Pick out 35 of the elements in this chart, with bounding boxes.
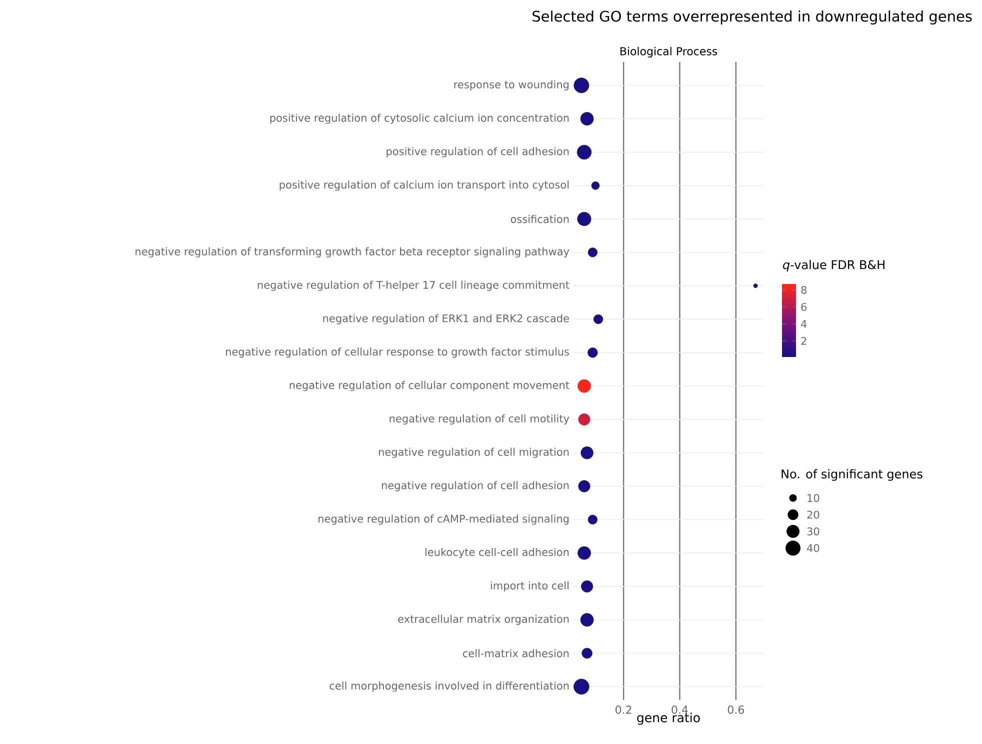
y-tick-label: positive regulation of cytosolic calcium ion concentration <box>270 114 569 124</box>
color-bar-label: 4 <box>800 320 807 328</box>
y-tick-label: negative regulation of transforming growth factor beta receptor signaling pathway <box>136 247 570 258</box>
y-tick-label: negative regulation of cAMP-mediated signaling <box>318 514 569 525</box>
color-bar-title: q-value FDR B&H <box>783 260 884 272</box>
y-tick-label: negative regulation of ERK1 and ERK2 cascade <box>323 314 569 324</box>
y-tick-label: cell-matrix adhesion <box>462 649 569 658</box>
y-tick-label: positive regulation of cell adhesion <box>386 147 569 158</box>
y-tick-label: negative regulation of cellular response to growth factor stimulus <box>226 348 569 358</box>
color-bar-label: 2 <box>801 336 806 345</box>
y-tick-label: ossification <box>510 214 569 224</box>
legend-title: No. of significant genes <box>782 469 922 481</box>
x-tick-label: 0.2 <box>616 706 632 714</box>
y-tick-label: negative regulation of cellular component movement <box>290 380 570 392</box>
legend-label: 40 <box>807 544 820 552</box>
color-bar-label: 8 <box>801 286 806 294</box>
chart-subtitle: Biological Process <box>620 46 718 58</box>
y-tick-label: extracellular matrix organization <box>398 614 569 625</box>
y-tick-label: negative regulation of cell migration <box>378 448 569 458</box>
y-tick-label: negative regulation of cell motility <box>390 414 570 424</box>
chart-title: Selected GO terms overrepresented in downregulated genes <box>532 10 972 25</box>
y-tick-label: positive regulation of calcium ion transport into cytosol <box>280 180 569 191</box>
color-bar-label: 6 <box>801 302 806 311</box>
legend-label: 30 <box>807 527 820 536</box>
legend-label: 20 <box>807 510 820 519</box>
y-tick-label: leukocyte cell-cell adhesion <box>425 548 569 558</box>
y-tick-label: response to wounding <box>454 80 569 90</box>
x-tick-label: 0.4 <box>672 706 688 714</box>
x-axis-title: gene ratio <box>637 712 700 725</box>
x-tick-label: 0.6 <box>728 706 744 714</box>
y-tick-label: import into cell <box>490 581 569 592</box>
y-tick-label: cell morphogenesis involved in differentiation <box>330 682 569 692</box>
y-tick-label: negative regulation of T-helper 17 cell lineage commitment <box>258 280 570 291</box>
legend-label: 10 <box>808 494 820 502</box>
y-tick-label: negative regulation of cell adhesion <box>382 481 569 492</box>
